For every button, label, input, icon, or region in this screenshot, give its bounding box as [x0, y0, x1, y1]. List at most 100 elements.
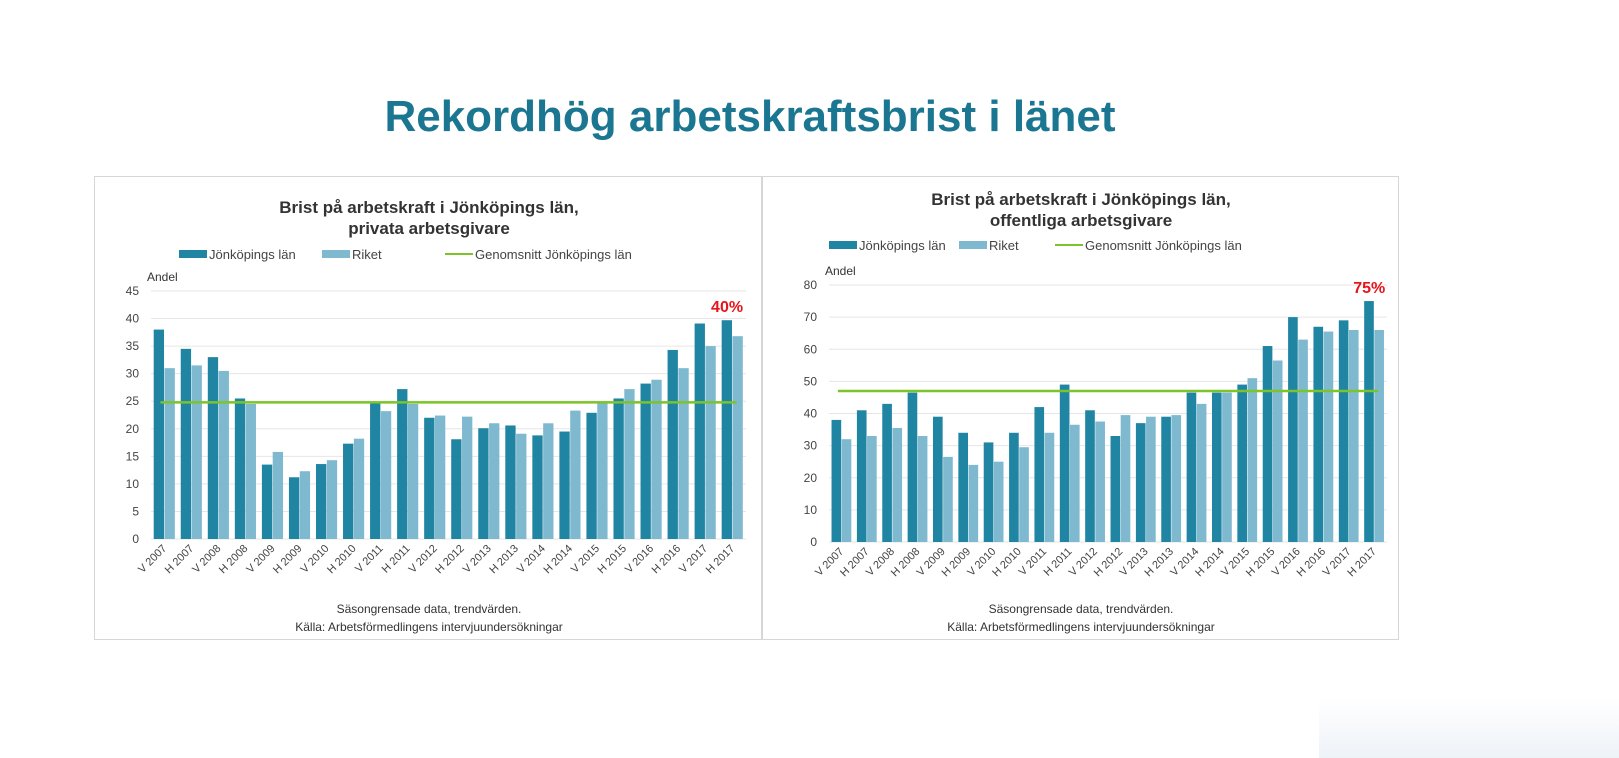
bar-riket [841, 439, 852, 542]
x-tick-label: H 2010 [990, 546, 1024, 580]
bar-riket [1272, 360, 1283, 542]
bar-jonkoping [983, 442, 994, 542]
x-tick-label: H 2013 [487, 543, 521, 577]
bar-jonkoping [1009, 432, 1019, 542]
bar-riket [299, 471, 311, 539]
bar-riket [1323, 331, 1334, 542]
bar-jonkoping [1237, 384, 1247, 542]
bar-jonkoping [1059, 384, 1070, 542]
bar-riket [353, 438, 365, 539]
y-tick-label: 30 [126, 367, 140, 381]
bar-jonkoping [667, 349, 678, 539]
bar-jonkoping [831, 419, 842, 542]
bar-riket [1146, 416, 1156, 542]
x-tick-label: V 2011 [353, 543, 386, 576]
legend-swatch-0 [829, 241, 857, 249]
y-tick-label: 10 [126, 477, 140, 491]
bar-riket [543, 423, 554, 539]
footnote-line2: Källa: Arbetsförmedlingens intervjuunder… [947, 620, 1215, 634]
bar-riket [1348, 329, 1359, 542]
background-decoration [1319, 698, 1619, 758]
bar-jonkoping [180, 348, 192, 539]
bar-riket [732, 336, 743, 539]
x-tick-label: V 2008 [190, 543, 223, 576]
bar-jonkoping [532, 435, 543, 539]
bar-riket [1222, 392, 1232, 542]
bar-riket [570, 410, 581, 539]
bar-riket [678, 368, 689, 539]
bar-riket [1120, 415, 1131, 542]
bar-riket [191, 365, 202, 539]
x-tick-label: H 2009 [271, 543, 305, 577]
chart-public-employers: Brist på arbetskraft i Jönköpings län, of… [804, 190, 1387, 634]
x-tick-label: V 2007 [136, 543, 169, 576]
y-tick-label: 0 [132, 532, 139, 546]
y-tick-label: 25 [126, 394, 140, 408]
bar-riket [943, 456, 953, 542]
x-tick-label: H 2007 [163, 543, 197, 577]
bar-riket [705, 346, 716, 539]
y-tick-label: 0 [810, 535, 817, 549]
bar-jonkoping [261, 464, 273, 539]
bar-jonkoping [1313, 326, 1324, 542]
chart-title-line2: privata arbetsgivare [348, 219, 510, 238]
bar-riket [272, 451, 284, 539]
x-tick-label: H 2015 [596, 543, 630, 577]
y-tick-label: 50 [804, 374, 818, 388]
legend-label-1: Riket [989, 238, 1019, 253]
x-tick-label: V 2016 [623, 543, 656, 576]
chart-title-line2: offentliga arbetsgivare [990, 211, 1172, 230]
bar-jonkoping [505, 425, 516, 539]
chart-private-employers: Brist på arbetskraft i Jönköpings län, pr… [126, 198, 746, 634]
bar-jonkoping [1135, 423, 1146, 542]
bar-jonkoping [153, 329, 165, 539]
annotation-label: 75% [1353, 280, 1385, 297]
legend-swatch-0 [179, 250, 207, 258]
bar-jonkoping [586, 412, 597, 539]
bar-riket [380, 411, 392, 539]
bar-riket [326, 460, 338, 539]
x-tick-label: H 2011 [380, 543, 413, 576]
chart-panel-private: Brist på arbetskraft i Jönköpings län, pr… [94, 176, 762, 640]
x-tick-label: H 2012 [433, 543, 467, 577]
bar-riket [917, 435, 928, 542]
bar-riket [1298, 339, 1308, 542]
x-tick-label: V 2014 [515, 543, 548, 576]
bar-riket [597, 401, 608, 539]
bar-riket [1095, 421, 1105, 542]
x-tick-label: V 2012 [407, 543, 440, 576]
y-tick-label: 20 [126, 422, 140, 436]
chart-title-line1: Brist på arbetskraft i Jönköpings län, [931, 190, 1230, 209]
y-tick-label: 35 [126, 339, 140, 353]
bar-riket [462, 416, 473, 539]
bar-jonkoping [1110, 435, 1121, 542]
y-tick-label: 5 [132, 504, 139, 518]
x-tick-label: H 2017 [1345, 546, 1379, 580]
chart-panel-public: Brist på arbetskraft i Jönköpings län, of… [762, 176, 1399, 640]
x-tick-label: H 2014 [541, 543, 575, 577]
page-title: Rekordhög arbetskraftsbrist i länet [384, 92, 1116, 141]
bar-jonkoping [478, 428, 489, 539]
bar-riket [218, 370, 229, 539]
x-tick-label: V 2015 [569, 543, 602, 576]
bar-jonkoping [1186, 392, 1197, 542]
y-tick-label: 20 [804, 471, 818, 485]
bar-jonkoping [288, 477, 300, 539]
bar-jonkoping [1288, 317, 1298, 542]
bar-riket [245, 403, 256, 539]
bar-riket [993, 461, 1004, 542]
y-tick-label: 40 [804, 407, 818, 421]
x-tick-label: V 2017 [677, 543, 710, 576]
footnote-line1: Säsongrensade data, trendvärden. [337, 602, 522, 616]
bar-jonkoping [1262, 346, 1273, 542]
bar-jonkoping [315, 464, 327, 539]
bar-riket [1374, 329, 1384, 542]
bar-riket [516, 433, 527, 539]
legend-label-2: Genomsnitt Jönköpings län [1085, 238, 1242, 253]
bar-riket [1196, 403, 1207, 542]
bar-jonkoping [234, 398, 246, 539]
y-axis-label: Andel [825, 264, 856, 278]
x-tick-label: H 2017 [704, 543, 738, 577]
bar-riket [892, 427, 903, 542]
bar-jonkoping [1085, 410, 1095, 542]
